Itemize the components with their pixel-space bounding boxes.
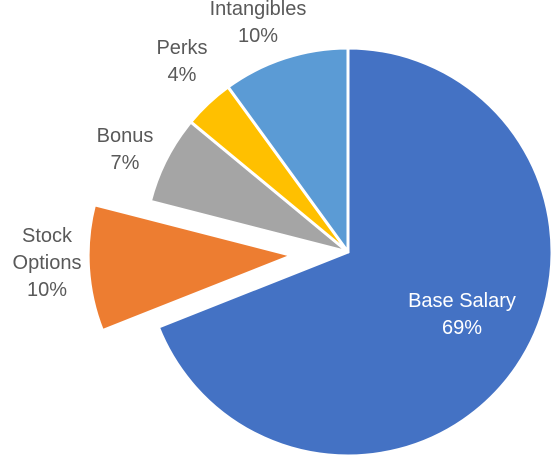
data-label-line: Stock	[22, 225, 73, 247]
data-label-line: 69%	[442, 317, 482, 339]
data-label-base-salary: Base Salary 69%	[408, 290, 516, 339]
data-label-line: Intangibles	[210, 0, 307, 20]
data-label-line: Base Salary	[408, 290, 516, 312]
data-label-line: 10%	[27, 279, 67, 301]
data-label-bonus: Bonus 7%	[97, 125, 154, 174]
data-label-perks: Perks 4%	[156, 37, 207, 86]
data-label-stock-options: Stock Options 10%	[13, 225, 82, 301]
data-label-line: Perks	[156, 37, 207, 59]
data-label-line: 4%	[168, 64, 197, 86]
pie-slice-stock-options	[86, 203, 294, 333]
data-label-line: 10%	[238, 25, 278, 47]
data-label-line: Options	[13, 252, 82, 274]
pie-slice-base-salary	[156, 46, 554, 458]
data-label-intangibles: Intangibles 10%	[210, 0, 307, 47]
pie-slice-intangibles	[226, 46, 350, 254]
data-label-line: 7%	[111, 152, 140, 174]
data-label-line: Bonus	[97, 125, 154, 147]
